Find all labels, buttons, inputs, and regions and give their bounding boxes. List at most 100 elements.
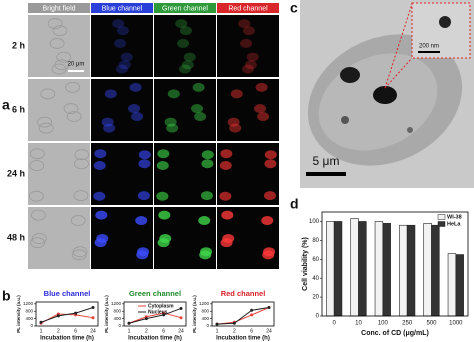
cell [116, 26, 129, 36]
micrograph [217, 15, 279, 77]
bar [358, 221, 367, 317]
row-label: 6 h [12, 104, 25, 114]
y-tick-label: 800 [201, 308, 209, 313]
cell [221, 210, 234, 220]
cell [156, 160, 169, 170]
cell [244, 60, 257, 70]
cell [175, 19, 188, 29]
cell [157, 149, 170, 159]
plot-frame [35, 301, 99, 327]
cell [164, 117, 177, 127]
cell [114, 38, 127, 48]
series-line [128, 307, 182, 324]
cell [229, 123, 242, 133]
bar [423, 223, 432, 317]
cell [263, 247, 276, 257]
point [74, 311, 78, 315]
y-axis-label: PL intensity (a.u.) [104, 295, 109, 333]
legend-label: Cytoplasm [148, 303, 174, 309]
legend-swatch [437, 221, 446, 227]
x-axis-label: Incubation time (h) [216, 336, 270, 342]
bar [374, 221, 384, 317]
cell [66, 111, 82, 122]
micrograph [28, 143, 90, 205]
panel-label: d [290, 196, 299, 212]
y-tick-label: 0 [316, 314, 320, 320]
point [215, 322, 219, 326]
point [179, 316, 183, 320]
point [127, 321, 131, 325]
y-tick-label: 60 [312, 257, 319, 263]
y-tick-label: 400 [113, 316, 121, 321]
cell [95, 210, 108, 220]
micrograph [28, 79, 90, 141]
chart-title: Green channel [129, 289, 181, 298]
cell [177, 38, 190, 48]
bar [399, 224, 408, 317]
point [144, 317, 148, 321]
cell [257, 112, 270, 122]
series-line [40, 313, 94, 324]
column-header: Bright field [42, 5, 75, 12]
cell [112, 19, 125, 29]
bar [455, 254, 464, 317]
cell [198, 216, 211, 226]
cell [192, 82, 205, 92]
x-tick-label: 24 [90, 328, 96, 334]
cell [200, 191, 213, 201]
cell [219, 191, 232, 201]
x-tick-label: 1 [40, 328, 43, 334]
cell [246, 52, 259, 62]
y-axis-label: Cell viability (%) [302, 237, 309, 291]
x-tick-label: 500 [426, 321, 437, 327]
cell [157, 238, 170, 248]
y-axis-label: PL intensity (a.u.) [16, 295, 21, 333]
point [162, 313, 166, 317]
cell [93, 191, 106, 201]
bar [447, 253, 457, 317]
cell [261, 216, 274, 226]
bar [431, 224, 440, 317]
cell [94, 238, 107, 248]
cell [255, 82, 268, 92]
point [39, 320, 43, 324]
cell [254, 104, 267, 114]
cell [264, 150, 277, 160]
cell [74, 149, 90, 161]
cell [194, 112, 207, 122]
cell [118, 60, 131, 70]
panel-label: a [2, 97, 10, 113]
cell [220, 238, 233, 248]
column-header: Blue channel [102, 5, 143, 12]
x-tick-label: 24 [178, 328, 184, 334]
panel-label: c [290, 0, 298, 16]
chart-title: Red channel [221, 289, 266, 298]
series-line [128, 312, 182, 324]
cell [72, 246, 88, 258]
y-tick-label: 0 [206, 323, 209, 328]
cell [37, 116, 53, 128]
cell [201, 150, 214, 160]
cell [116, 64, 128, 74]
cell [166, 123, 179, 133]
column-header-bg [28, 3, 90, 13]
x-tick-label: 100 [378, 321, 389, 327]
legend-label: WI-38 [447, 214, 462, 220]
cell [158, 210, 171, 220]
cell [191, 104, 204, 114]
series-line [216, 307, 270, 325]
micrograph [91, 79, 153, 141]
bar [350, 218, 359, 317]
x-tick-label: 2 [233, 328, 236, 334]
y-tick-label: 100 [309, 219, 320, 225]
micrograph [154, 79, 216, 141]
cell [129, 82, 142, 92]
cell [40, 88, 56, 100]
bar [326, 221, 335, 317]
y-tick-label: 400 [201, 316, 209, 321]
cell [104, 89, 117, 99]
chart-title: Blue channel [44, 289, 91, 298]
y-tick-label: 40 [312, 276, 319, 282]
y-tick-label: 80 [312, 238, 319, 244]
scale-label: 20 μm [68, 62, 85, 68]
